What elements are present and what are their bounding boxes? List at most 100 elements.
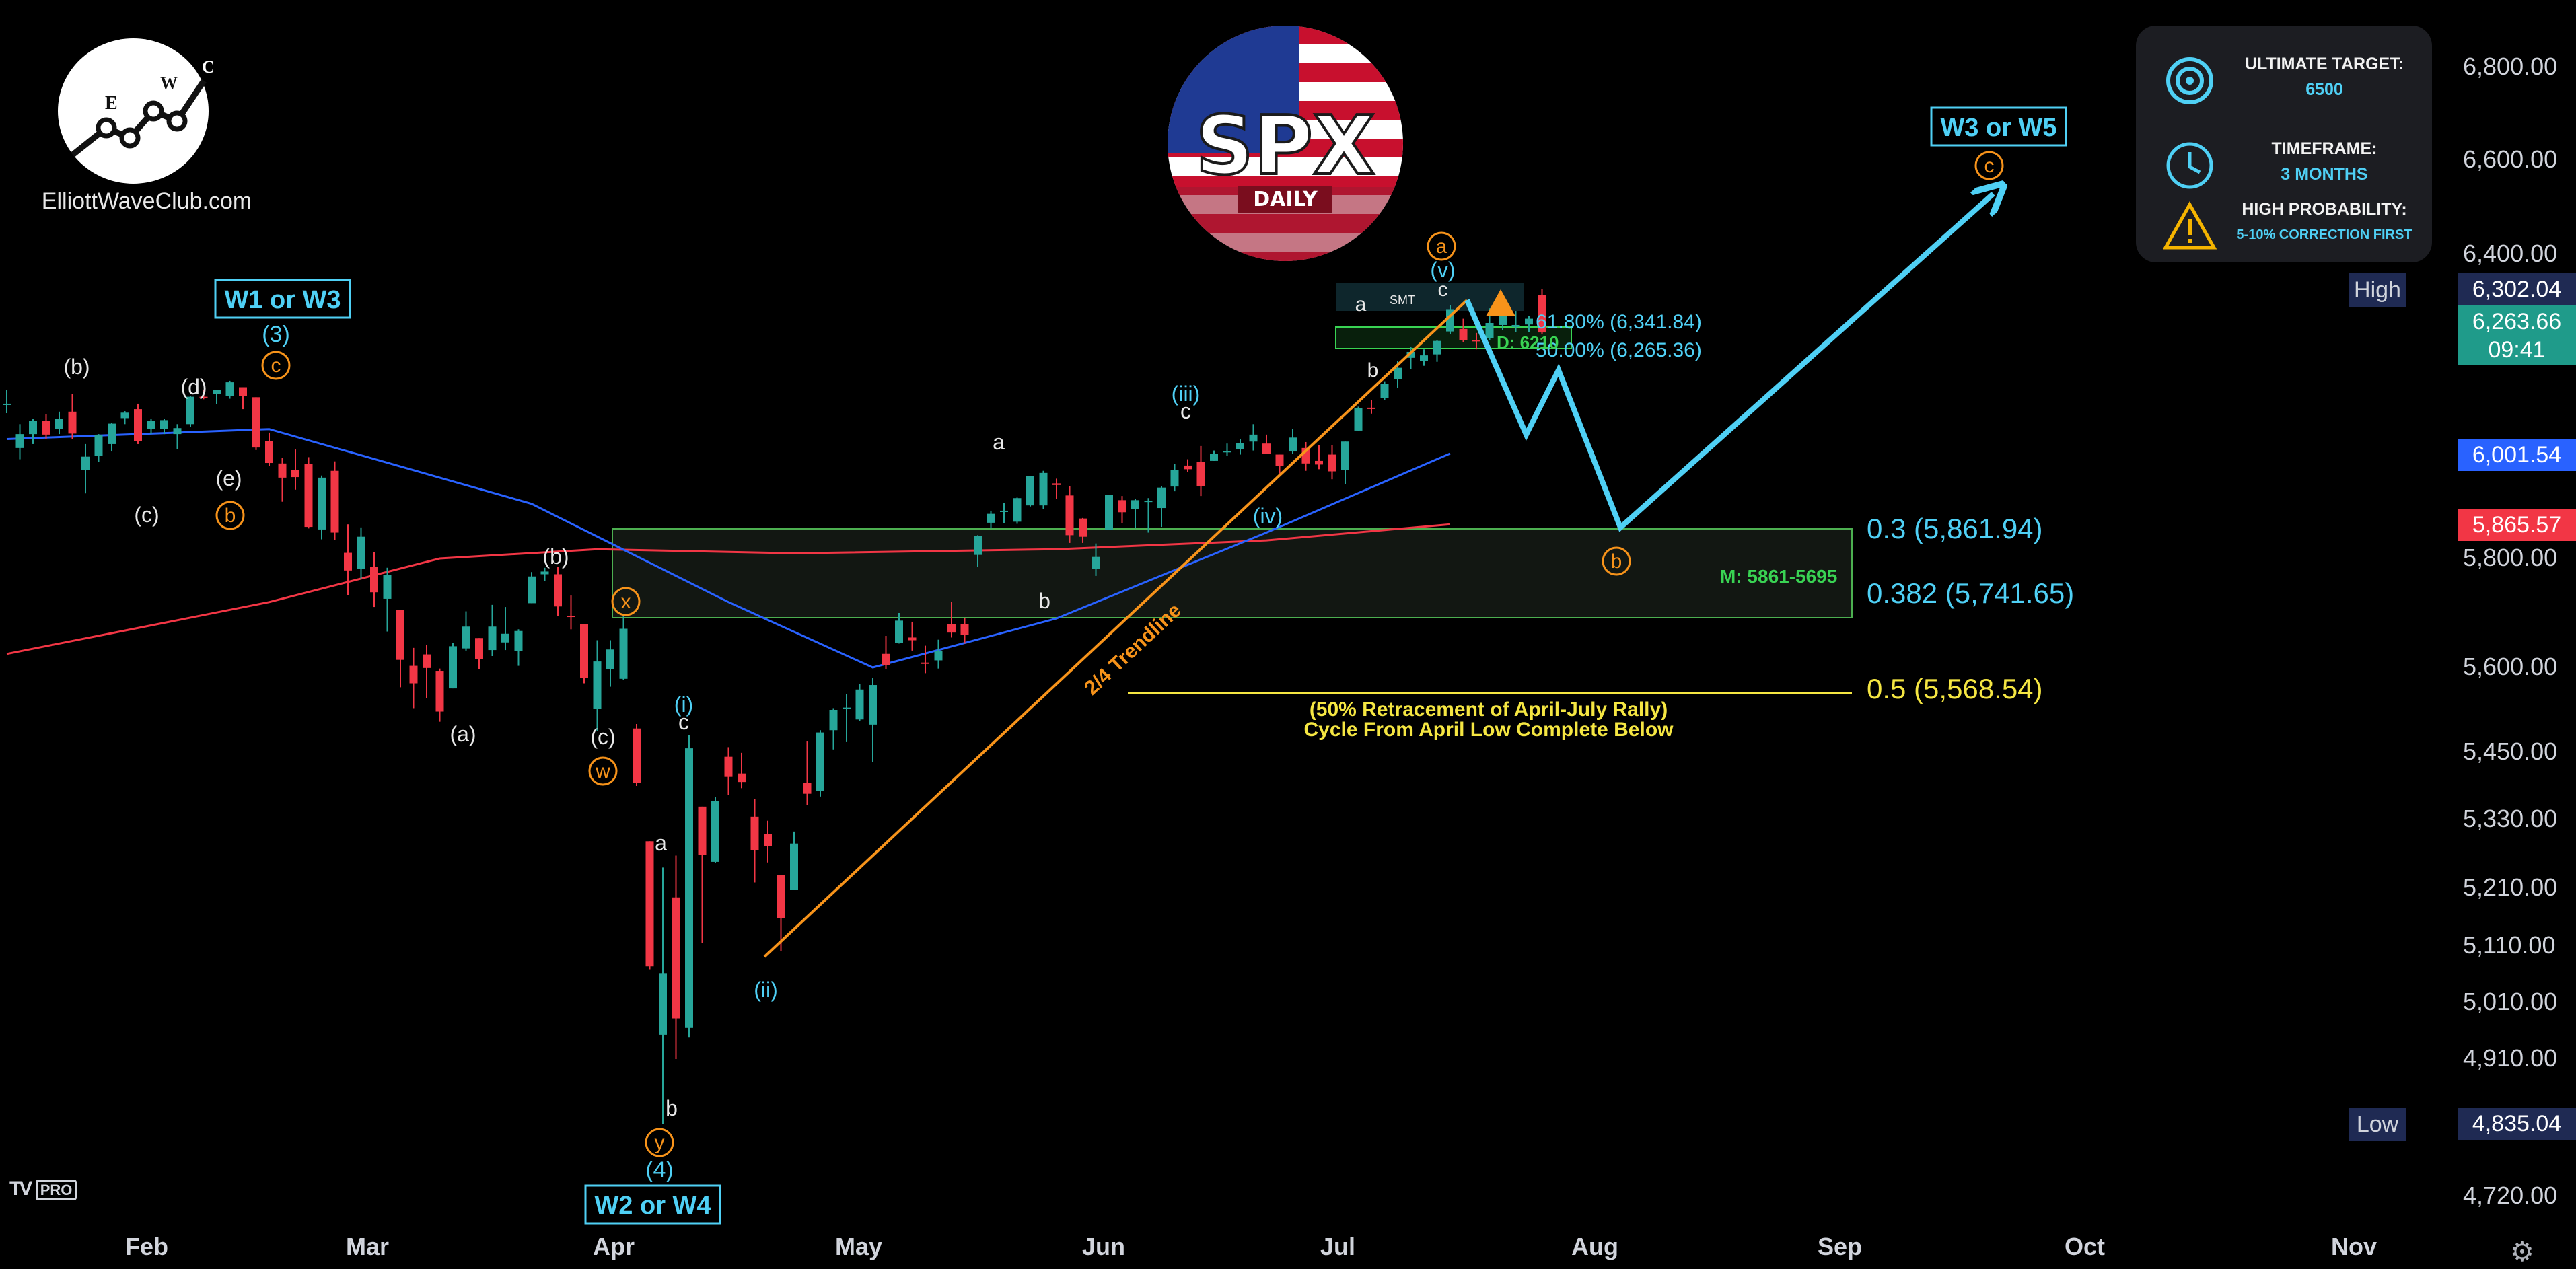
candle-body [291, 470, 299, 478]
wave-c-small-3: c [1438, 279, 1448, 301]
candle-body [619, 628, 628, 679]
candle-body [239, 387, 247, 396]
fib-05-label: 0.5 (5,568.54) [1867, 673, 2043, 704]
high-tag-value: 6,302.04 [2458, 273, 2576, 305]
candle-body [213, 390, 221, 394]
probability-row: HIGH PROBABILITY: 5-10% CORRECTION FIRST [2136, 187, 2432, 254]
probability-value: 5-10% CORRECTION FIRST [2236, 227, 2412, 242]
gear-icon[interactable]: ⚙ [2510, 1237, 2534, 1267]
candle-body [645, 841, 654, 967]
price-axis-label: 5,010.00 [2463, 988, 2558, 1015]
candle-body [383, 575, 392, 599]
candle-body [462, 626, 470, 649]
candle-body [1420, 355, 1428, 361]
candle-body [882, 653, 890, 665]
price-axis-label: 6,600.00 [2463, 145, 2558, 173]
candle-body [1013, 498, 1022, 522]
wave-w3-w5-label-box [1930, 106, 2067, 147]
price-axis-label: 5,210.00 [2463, 873, 2558, 901]
candle-body [423, 654, 431, 668]
price-axis-label: 6,400.00 [2463, 240, 2558, 267]
candle-body [1236, 443, 1244, 449]
candle-body [540, 571, 549, 575]
candle-body [528, 576, 536, 604]
forecast-info-card: ULTIMATE TARGET: 6500 TIMEFRAME: 3 MONTHS … [2136, 26, 2432, 262]
candle-body [514, 630, 523, 651]
low-tag-label: Low [2349, 1108, 2406, 1141]
candle-body [1118, 500, 1126, 513]
wave-b-paren-2: (b) [542, 544, 569, 569]
candle-body [960, 624, 969, 635]
timeframe-value: 3 MONTHS [2281, 165, 2368, 184]
candle-body [1052, 483, 1061, 485]
time-axis-label: Apr [593, 1233, 635, 1260]
bar-countdown: 09:41 [2458, 335, 2576, 365]
candle-body [750, 816, 759, 850]
candle-body [1472, 340, 1480, 342]
candle-body [475, 638, 483, 659]
wave-a-small-2: a [993, 430, 1005, 454]
candle-body [370, 567, 378, 593]
target-label: ULTIMATE TARGET: [2244, 55, 2404, 73]
wave-iv-label: (iv) [1253, 504, 1283, 528]
candle-body [501, 633, 509, 643]
projection-path [1464, 194, 1993, 532]
candle-body [108, 423, 116, 444]
wave-c2-circle-label: c [1984, 155, 1995, 177]
candle-body [1394, 367, 1402, 379]
timeframe-label: TIMEFRAME: [2271, 139, 2377, 158]
candle-body [711, 801, 719, 862]
logo-letter-c: C [202, 57, 215, 77]
high-tag-label: High [2349, 273, 2406, 307]
elliott-wave-logo-icon: E W C [58, 38, 215, 184]
candle-body [764, 834, 772, 846]
wave-a-paren: (a) [450, 722, 476, 746]
candle-body [304, 464, 313, 528]
candle-body [134, 409, 142, 441]
time-axis-label: Oct [2064, 1233, 2106, 1260]
time-axis-label: Feb [124, 1233, 169, 1260]
candle-body [1406, 351, 1415, 358]
tradingview-logo: TV PRO [9, 1177, 77, 1200]
candle-body [1000, 510, 1008, 512]
wave-e-paren: (e) [215, 466, 242, 491]
wave-w-circle-label-ring [588, 756, 618, 786]
candle-body [816, 732, 824, 791]
wave-b2-circle-label: b [1611, 550, 1622, 573]
candle-body [803, 783, 812, 794]
candle-body [777, 875, 785, 918]
candle-body [567, 616, 575, 618]
smt-label: SMT [1390, 293, 1415, 307]
candle-body [3, 403, 11, 405]
candle-body [606, 649, 614, 669]
wave-c-paren-2: (c) [590, 725, 615, 749]
price-axis-label: 6,800.00 [2463, 52, 2558, 80]
candle-body [1157, 487, 1166, 509]
candle-body [947, 624, 956, 633]
wave-3-label: (3) [262, 322, 290, 347]
price-axis-label: 5,450.00 [2463, 737, 2558, 765]
candle-body [160, 420, 168, 429]
retracement-note-2: Cycle From April Low Complete Below [1304, 719, 1674, 741]
wave-c-circle-label: c [271, 355, 281, 377]
warning-icon [2163, 201, 2217, 250]
wave-a-small-3: a [1355, 293, 1367, 316]
candle-body [1538, 295, 1546, 333]
ma-blue-tag: 6,001.54 [2458, 439, 2576, 471]
candle-body [1184, 465, 1192, 470]
fib-0382-label: 0.382 (5,741.65) [1867, 577, 2074, 609]
candle-body [1511, 324, 1520, 327]
time-axis-label: Mar [345, 1233, 390, 1260]
wave-b-circle-label-ring [215, 501, 245, 530]
wave-b-small-3: b [1367, 359, 1379, 382]
candle-body [199, 396, 208, 398]
clock-icon [2166, 142, 2213, 189]
wave-b2-circle-label-ring [1602, 546, 1631, 576]
candle-body [1315, 460, 1323, 465]
candle-body [42, 421, 50, 435]
candle-body [895, 620, 903, 643]
candle-body [186, 396, 194, 425]
candle-body [1039, 472, 1048, 506]
wave-b-paren: (b) [63, 355, 90, 379]
